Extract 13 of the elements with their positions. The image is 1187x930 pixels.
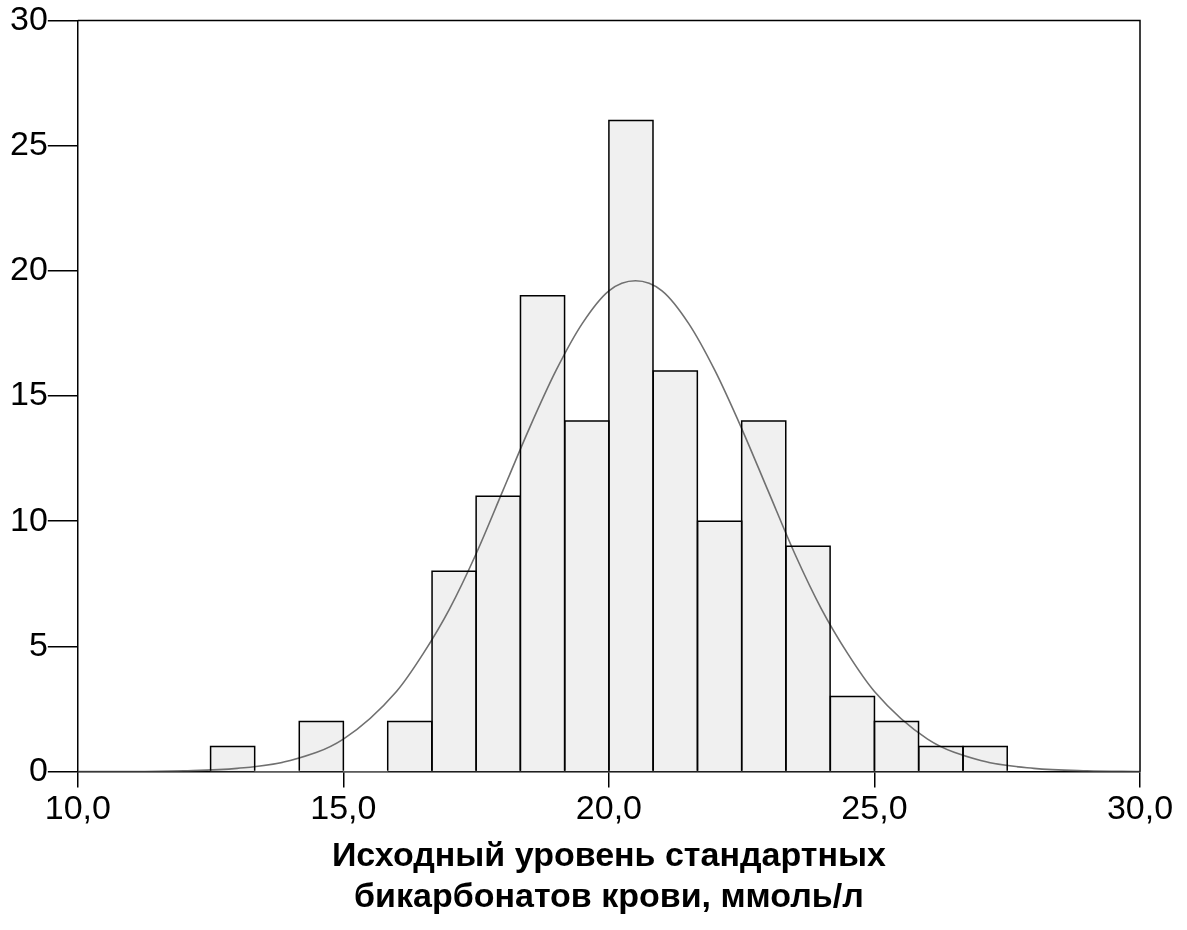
y-tick-label: 30 <box>9 0 48 37</box>
y-tick-label: 20 <box>9 249 48 288</box>
x-tick-label: 20,0 <box>575 788 642 827</box>
x-tick-label: 30,0 <box>1106 788 1174 827</box>
y-tick-label: 10 <box>9 499 48 538</box>
y-tick-label: 0 <box>28 749 48 788</box>
x-axis-title: Исходный уровень стандартных бикарбонатов крови, ммоль/л <box>331 835 886 914</box>
x-tick-label: 10,0 <box>44 788 111 827</box>
x-tick-label: 25,0 <box>841 788 908 827</box>
y-tick-label: 25 <box>9 123 48 162</box>
y-tick-label: 15 <box>9 374 48 413</box>
y-tick-label: 5 <box>28 624 48 663</box>
x-tick-label: 15,0 <box>310 788 377 827</box>
